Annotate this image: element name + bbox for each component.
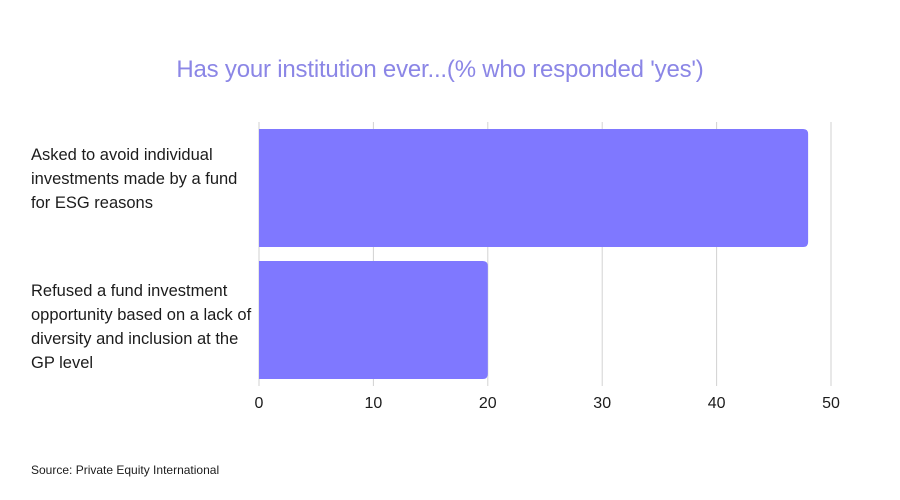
x-tick-label: 20 bbox=[479, 395, 497, 412]
x-tick-label: 0 bbox=[255, 395, 264, 412]
x-tick-label: 40 bbox=[708, 395, 726, 412]
source-note: Source: Private Equity International bbox=[31, 463, 220, 477]
x-tick-labels: 0 10 20 30 40 50 bbox=[255, 395, 840, 412]
bar bbox=[259, 129, 809, 247]
category-label: Refused a fund investment opportunity ba… bbox=[31, 282, 252, 372]
x-tick-label: 10 bbox=[365, 395, 383, 412]
x-tick-label: 30 bbox=[593, 395, 611, 412]
bars bbox=[259, 129, 809, 379]
chart-title: Has your institution ever...(% who respo… bbox=[176, 56, 704, 83]
bar bbox=[259, 261, 488, 379]
x-tick-label: 50 bbox=[822, 395, 840, 412]
category-label: Asked to avoid individual investments ma… bbox=[31, 146, 238, 212]
